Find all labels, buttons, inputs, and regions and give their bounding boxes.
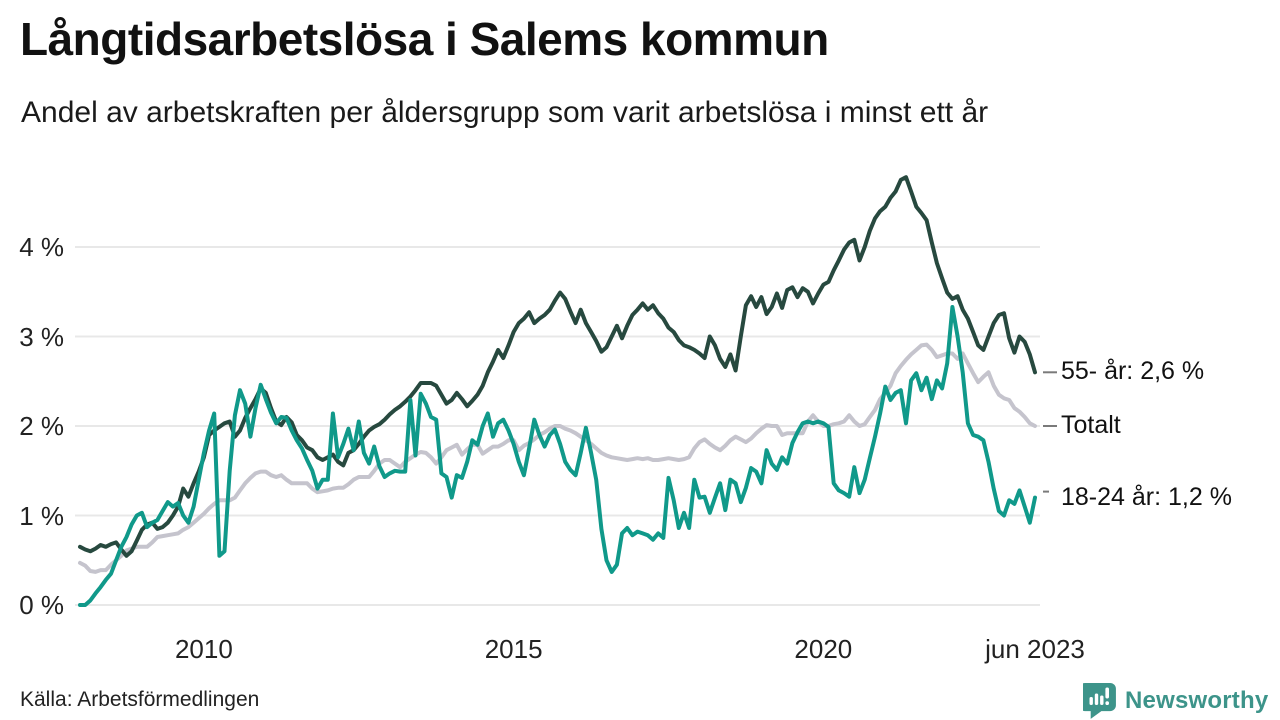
series-line-18-24-r <box>78 305 1037 607</box>
chart-title: Långtidsarbetslösa i Salems kommun <box>20 13 829 65</box>
y-axis-tick-label: 0 % <box>19 590 64 620</box>
series-end-label-Totalt: Totalt <box>1061 411 1121 439</box>
y-axis-tick-label: 1 % <box>19 500 64 531</box>
y-axis-tick-label: 2 % <box>19 411 64 441</box>
y-axis-tick-label: 3 % <box>19 321 64 352</box>
chart-subtitle: Andel av arbetskraften per åldersgrupp s… <box>21 96 989 129</box>
newsworthy-logo-icon <box>1083 682 1116 719</box>
x-axis-tick-label: 2010 <box>174 634 233 664</box>
y-axis-tick-label: 4 % <box>19 232 64 262</box>
series-end-label-55-r: 55- år: 2,6 % <box>1061 357 1205 386</box>
x-axis-tick-label: jun 2023 <box>985 634 1085 664</box>
series-end-label-18-24-r: 18-24 år: 1,2 % <box>1061 482 1232 511</box>
source-text: Källa: Arbetsförmedlingen <box>20 688 260 711</box>
newsworthy-logo: Newsworthy <box>1083 682 1268 720</box>
series-line-55-r <box>78 175 1037 558</box>
x-axis-tick-label: 2015 <box>484 634 543 664</box>
x-axis-tick-label: 2020 <box>794 634 853 664</box>
newsworthy-wordmark: Newsworthy <box>1125 687 1269 714</box>
series-line-Totalt <box>78 342 1037 574</box>
